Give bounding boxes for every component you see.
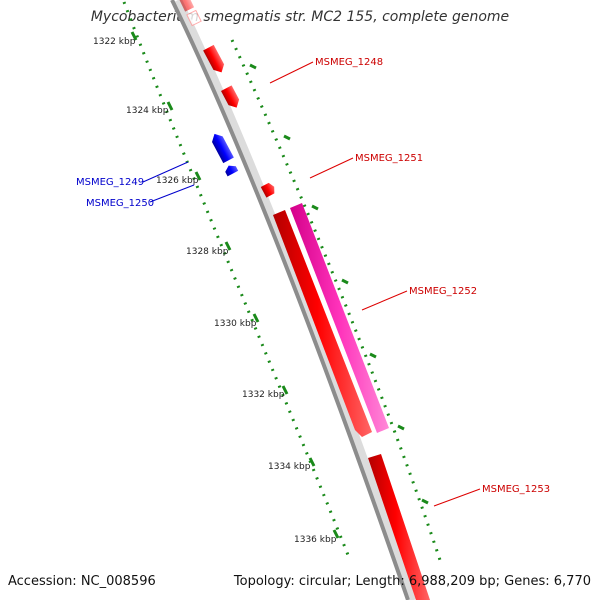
kbp-tick-1328 bbox=[224, 241, 232, 251]
gene-feature-msmeg-1249[interactable] bbox=[209, 131, 234, 164]
kbp-label: 1334 kbp bbox=[268, 462, 311, 472]
gene-feature-msmeg-1252[interactable] bbox=[273, 210, 372, 437]
gene-label-msmeg-1251[interactable]: MSMEG_1251 bbox=[355, 153, 423, 164]
callout-line-msmeg-1249 bbox=[142, 161, 189, 183]
kbp-tick-right bbox=[311, 204, 319, 211]
gene-label-msmeg-1253[interactable]: MSMEG_1253 bbox=[482, 484, 550, 495]
kbp-tick-right bbox=[249, 63, 257, 70]
kbp-label: 1328 kbp bbox=[186, 247, 229, 257]
gene-feature-msmeg-1250[interactable] bbox=[223, 163, 239, 177]
kbp-tick-1326 bbox=[194, 171, 202, 181]
kbp-label: 1322 kbp bbox=[93, 37, 136, 47]
kbp-dotted-line-right bbox=[230, 39, 442, 561]
kbp-tick-1322 bbox=[130, 31, 138, 41]
kbp-label: 1336 kbp bbox=[294, 535, 337, 545]
kbp-tick-1336 bbox=[332, 529, 340, 539]
genome-backbone-outer bbox=[174, 0, 418, 600]
kbp-tick-right bbox=[283, 134, 291, 141]
kbp-label: 1332 kbp bbox=[242, 390, 285, 400]
gene-label-msmeg-1250[interactable]: MSMEG_1250 bbox=[86, 198, 154, 209]
gene-label-msmeg-1252[interactable]: MSMEG_1252 bbox=[409, 286, 477, 297]
callout-line-msmeg-1252 bbox=[361, 290, 408, 311]
gene-feature-top-partial[interactable] bbox=[178, 0, 195, 12]
callout-line-msmeg-1251 bbox=[309, 157, 354, 179]
gene-feature-msmeg-1253[interactable] bbox=[368, 454, 430, 600]
kbp-tick-right bbox=[369, 352, 377, 359]
genome-stats-text: Topology: circular; Length: 6,988,209 bp… bbox=[233, 574, 591, 589]
genome-backbone bbox=[170, 0, 410, 600]
gene-feature-msmeg-1251[interactable] bbox=[260, 181, 277, 198]
gene-feature-msmeg-1248[interactable] bbox=[203, 44, 227, 75]
kbp-tick-right bbox=[421, 498, 429, 505]
kbp-major-ticks bbox=[130, 31, 340, 539]
kbp-tick-right bbox=[397, 424, 405, 431]
kbp-tick-1332 bbox=[281, 385, 289, 395]
kbp-tick-1330 bbox=[252, 313, 260, 323]
callout-line-msmeg-1248 bbox=[269, 61, 314, 84]
gene-label-msmeg-1248[interactable]: MSMEG_1248 bbox=[315, 57, 383, 68]
kbp-tick-1324 bbox=[166, 101, 174, 111]
kbp-label: 1326 kbp bbox=[156, 176, 199, 186]
gene-feature-top-partial-right[interactable] bbox=[186, 9, 202, 27]
gene-feature-highlight[interactable] bbox=[290, 203, 389, 433]
kbp-tick-1334 bbox=[308, 457, 316, 467]
gene-label-msmeg-1249[interactable]: MSMEG_1249 bbox=[76, 177, 144, 188]
gene-feature-msmeg-1248b[interactable] bbox=[221, 85, 242, 110]
kbp-major-ticks-right bbox=[249, 63, 429, 505]
accession-text: Accession: NC_008596 bbox=[8, 574, 156, 589]
callout-line-msmeg-1250 bbox=[149, 184, 195, 203]
kbp-label: 1330 kbp bbox=[214, 319, 257, 329]
kbp-label: 1324 kbp bbox=[126, 106, 169, 116]
callout-line-msmeg-1253 bbox=[433, 488, 481, 507]
kbp-dotted-line-left bbox=[122, 1, 352, 561]
kbp-tick-right bbox=[341, 278, 349, 285]
